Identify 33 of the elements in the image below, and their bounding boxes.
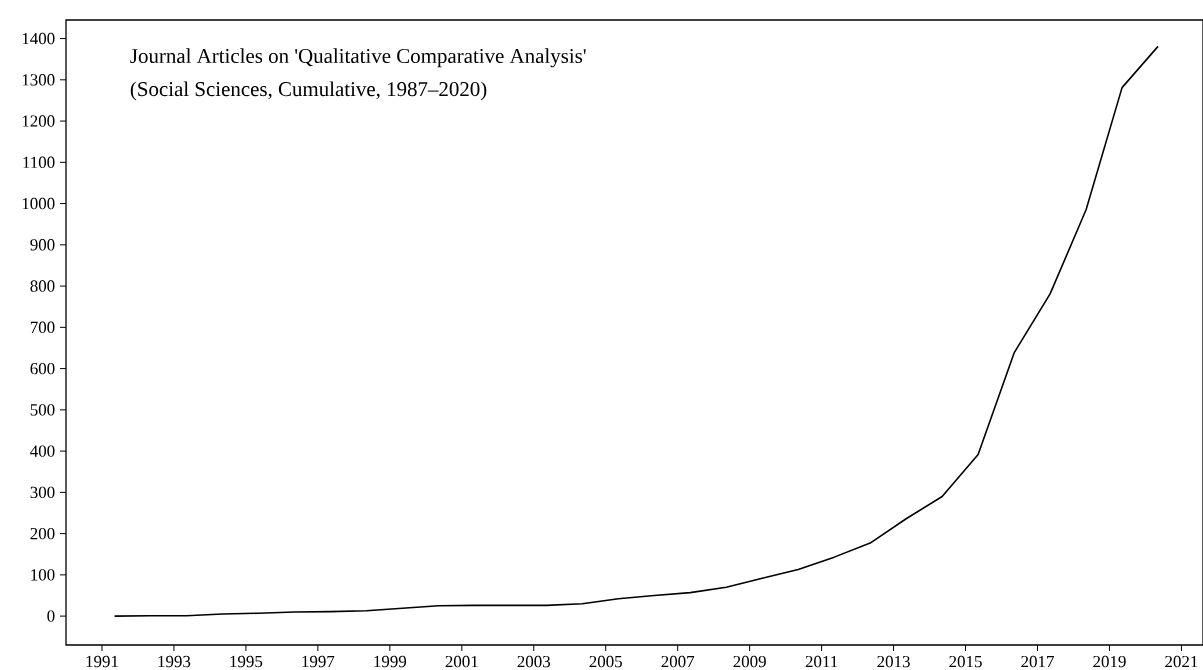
y-tick-label: 600 [30, 362, 55, 375]
y-tick-label: 1300 [22, 74, 55, 86]
x-tick-label: 1997 [302, 655, 335, 668]
y-tick-label: 900 [30, 239, 55, 251]
y-tick-label: 1400 [22, 32, 55, 45]
x-tick-label: 2011 [805, 655, 838, 668]
y-tick-label: 1000 [22, 197, 55, 210]
y-tick-label: 100 [31, 569, 55, 581]
x-tick-label: 1991 [86, 655, 118, 668]
text: Journal Articles on 'Qualitative Comparative Analysis' [130, 48, 586, 68]
x-tick-label: 2021 [1165, 655, 1198, 668]
y-tick-label: 0 [47, 610, 55, 622]
y-tick-label: 300 [30, 486, 55, 499]
y-tick-label: 200 [30, 527, 55, 540]
text: (Social Sciences, Cumulative, 1987–2020) [130, 81, 487, 101]
x-tick-label: 2017 [1021, 655, 1054, 668]
x-tick-label: 1999 [374, 655, 407, 668]
x-tick-label: 2005 [589, 655, 622, 668]
y-tick-label: 500 [30, 404, 55, 416]
x-tick-label: 2013 [877, 655, 910, 668]
y-tick-label: 700 [30, 321, 55, 334]
x-tick-label: 1993 [158, 655, 191, 668]
x-tick-label: 2003 [517, 655, 551, 668]
y-tick-label: 800 [30, 280, 55, 292]
y-tick-label: 400 [30, 445, 55, 457]
x-tick-label: 2015 [949, 655, 982, 668]
x-tick-label: 2001 [445, 655, 478, 668]
x-tick-label: 1995 [230, 655, 263, 668]
x-tick-label: 2009 [733, 655, 766, 668]
x-tick-label: 2007 [661, 655, 695, 668]
x-tick-label: 2019 [1093, 655, 1126, 668]
y-tick-label: 1200 [22, 115, 55, 127]
y-tick-label: 1100 [23, 156, 55, 169]
